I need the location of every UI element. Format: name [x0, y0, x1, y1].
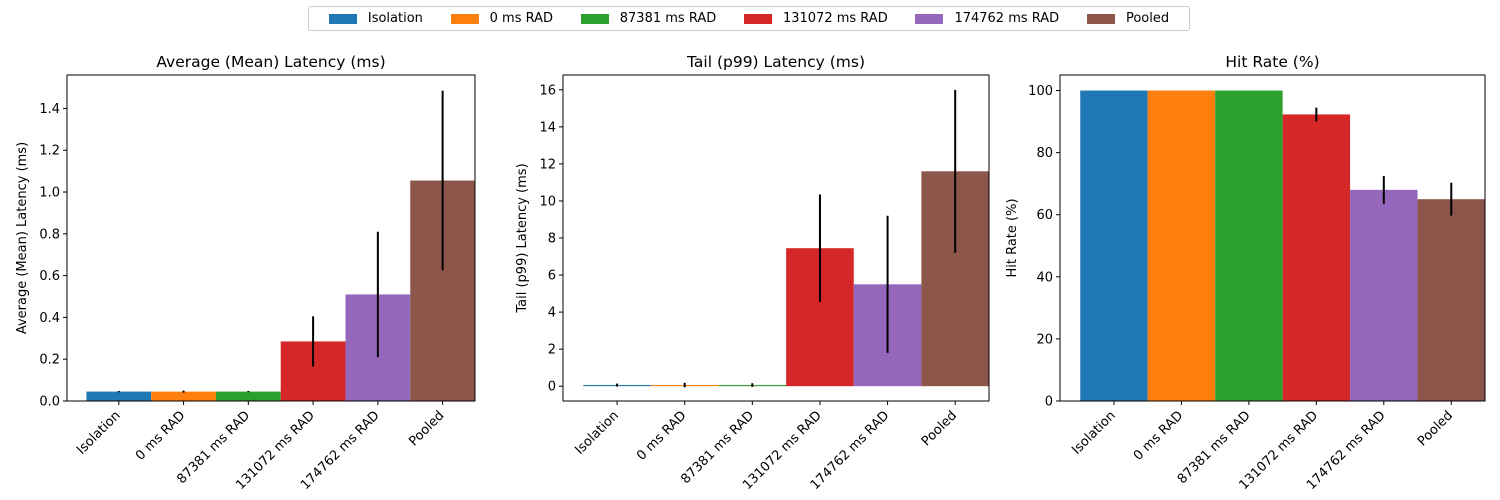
legend-label: Pooled — [1125, 11, 1170, 26]
chart-title: Tail (p99) Latency (ms) — [686, 53, 865, 71]
y-tick-label: 0.6 — [39, 269, 60, 284]
legend-swatch — [580, 13, 609, 24]
legend-item: 131072 ms RAD — [743, 11, 888, 26]
y-tick-label: 0 — [1045, 395, 1053, 410]
y-tick-label: 14 — [539, 120, 556, 135]
y-tick-label: 0 — [548, 380, 556, 395]
legend-item: Isolation — [328, 11, 423, 26]
y-tick-label: 60 — [1036, 208, 1053, 223]
bar — [1147, 90, 1216, 402]
y-tick-label: 1.2 — [39, 144, 60, 159]
y-tick-label: 1.0 — [39, 186, 60, 201]
y-axis-label: Tail (p99) Latency (ms) — [515, 163, 530, 313]
legend-label: 87381 ms RAD — [619, 11, 717, 26]
bar — [1080, 90, 1148, 402]
x-tick-label: Pooled — [1415, 408, 1456, 449]
legend-label: 0 ms RAD — [489, 11, 554, 26]
y-tick-label: 0.4 — [39, 311, 60, 326]
x-tick-label: Pooled — [919, 408, 960, 449]
legend-label: 131072 ms RAD — [782, 11, 888, 26]
legend-item: Pooled — [1086, 11, 1170, 26]
bar — [1282, 114, 1351, 401]
x-tick-label: Pooled — [406, 408, 447, 449]
x-tick-label: 87381 ms RAD — [1175, 408, 1254, 487]
y-tick-label: 0.2 — [39, 353, 60, 368]
y-tick-label: 80 — [1036, 146, 1053, 161]
y-tick-label: 20 — [1036, 332, 1053, 347]
bar — [1350, 189, 1418, 401]
legend-label: 174762 ms RAD — [954, 11, 1060, 26]
x-tick-label: 87381 ms RAD — [678, 408, 757, 487]
bar — [86, 391, 152, 401]
x-tick-label: 0 ms RAD — [1131, 408, 1186, 463]
legend-swatch — [915, 13, 944, 24]
axes-frame — [1059, 74, 1486, 402]
y-axis-label: Hit Rate (%) — [1005, 198, 1020, 277]
legend-item: 174762 ms RAD — [915, 11, 1059, 26]
legend-swatch — [743, 13, 772, 24]
y-tick-label: 1.4 — [39, 102, 60, 117]
chart-title: Average (Mean) Latency (ms) — [156, 53, 385, 71]
x-tick-label: 0 ms RAD — [133, 408, 188, 463]
y-tick-label: 2 — [548, 343, 556, 358]
y-tick-label: 8 — [548, 232, 556, 247]
bar — [215, 391, 281, 401]
x-tick-label: Isolation — [572, 408, 622, 458]
chart-legend: Isolation 0 ms RAD 87381 ms RAD 131072 ms R… — [308, 6, 1190, 31]
y-tick-label: 4 — [548, 306, 556, 321]
legend-swatch — [328, 13, 357, 24]
y-tick-label: 0.0 — [39, 395, 60, 410]
legend-item: 0 ms RAD — [450, 11, 554, 26]
chart-panel-1: 0.0 0.2 0.4 0.6 0.8 1.0 1.2 1.4 Isolation 0 ms RA… — [15, 53, 476, 493]
y-tick-label: 0.8 — [39, 227, 60, 242]
legend-swatch — [1086, 13, 1115, 24]
x-tick-label: Isolation — [74, 408, 124, 458]
y-tick-label: 40 — [1036, 270, 1053, 285]
y-tick-label: 16 — [539, 83, 556, 98]
y-tick-label: 10 — [539, 194, 556, 209]
bar — [151, 391, 216, 401]
bar — [1215, 90, 1283, 402]
bar — [1417, 199, 1485, 401]
y-tick-label: 6 — [548, 269, 556, 284]
legend-swatch — [450, 13, 479, 24]
axes-frame — [66, 74, 476, 402]
x-tick-label: Isolation — [1069, 408, 1119, 458]
y-tick-label: 12 — [539, 157, 556, 172]
y-axis-label: Average (Mean) Latency (ms) — [15, 142, 30, 334]
chart-title: Hit Rate (%) — [1225, 53, 1319, 71]
x-tick-label: 0 ms RAD — [634, 408, 689, 463]
legend-item: 87381 ms RAD — [580, 11, 717, 26]
legend-label: Isolation — [367, 11, 423, 26]
y-tick-label: 100 — [1028, 84, 1053, 99]
